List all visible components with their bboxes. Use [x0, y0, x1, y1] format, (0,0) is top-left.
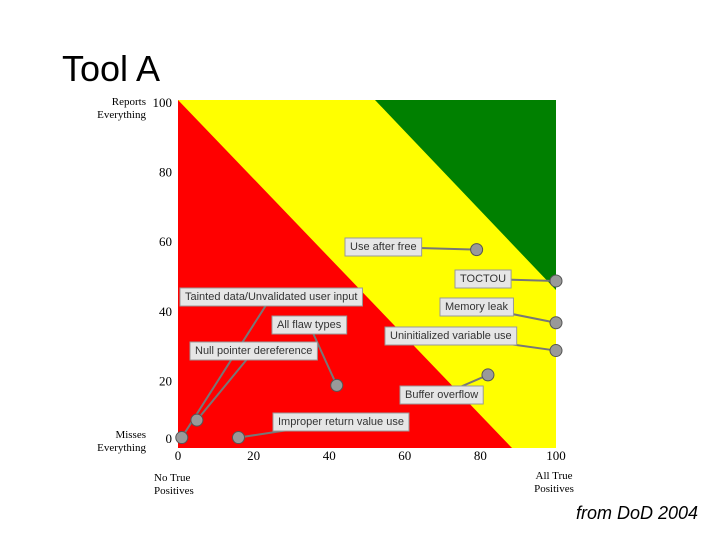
- x-tick-label: 40: [323, 448, 336, 463]
- y-tick-label: 60: [159, 234, 172, 249]
- red-region: [178, 100, 512, 448]
- callout-box: [454, 269, 512, 289]
- x-tick-label: 60: [398, 448, 411, 463]
- callout-label: Use after free: [350, 241, 417, 253]
- x-tick-label: 20: [247, 448, 260, 463]
- x-tick-label: 100: [546, 448, 566, 463]
- point: [190, 413, 204, 427]
- y-tick-label: 0: [166, 431, 173, 446]
- callout-label: Improper return value use: [278, 416, 404, 428]
- x-left-label: No True Positives: [154, 472, 194, 497]
- green-region: [375, 100, 556, 290]
- y-tick-label: 100: [153, 95, 173, 110]
- y-tick-label: 80: [159, 165, 172, 180]
- x-right-label: All True Positives: [534, 470, 574, 495]
- point: [231, 431, 245, 445]
- callout-label: Memory leak: [445, 301, 508, 313]
- y-tick-label: 40: [159, 304, 172, 319]
- point: [549, 274, 563, 288]
- callout-label: All flaw types: [277, 319, 342, 331]
- point: [481, 368, 495, 382]
- point: [175, 431, 189, 445]
- y-top-label: Reports Everything: [97, 96, 146, 121]
- callout-label: TOCTOU: [460, 273, 506, 285]
- callout-label: Buffer overflow: [405, 389, 478, 401]
- callout-label: Uninitialized variable use: [390, 330, 512, 342]
- y-bottom-label: Misses Everything: [97, 429, 146, 454]
- point: [549, 344, 563, 358]
- callout-box: [179, 287, 363, 307]
- point: [470, 243, 484, 257]
- y-tick-label: 20: [159, 373, 172, 388]
- title: Tool A: [62, 48, 161, 89]
- source: from DoD 2004: [576, 503, 699, 523]
- callout-box: [399, 385, 484, 405]
- callout-box: [439, 297, 514, 317]
- point: [549, 316, 563, 330]
- x-tick-label: 80: [474, 448, 487, 463]
- point: [330, 378, 344, 392]
- callout-box: [384, 326, 518, 346]
- connector: [196, 350, 255, 421]
- callout-box: [189, 341, 318, 361]
- connector: [308, 324, 338, 386]
- callout-box: [271, 315, 348, 335]
- callout-label: Tainted data/Unvalidated user input: [185, 291, 357, 303]
- x-tick-label: 0: [175, 448, 182, 463]
- callout-box: [344, 237, 423, 257]
- callout-label: Null pointer dereference: [195, 345, 312, 357]
- callout-box: [272, 412, 410, 432]
